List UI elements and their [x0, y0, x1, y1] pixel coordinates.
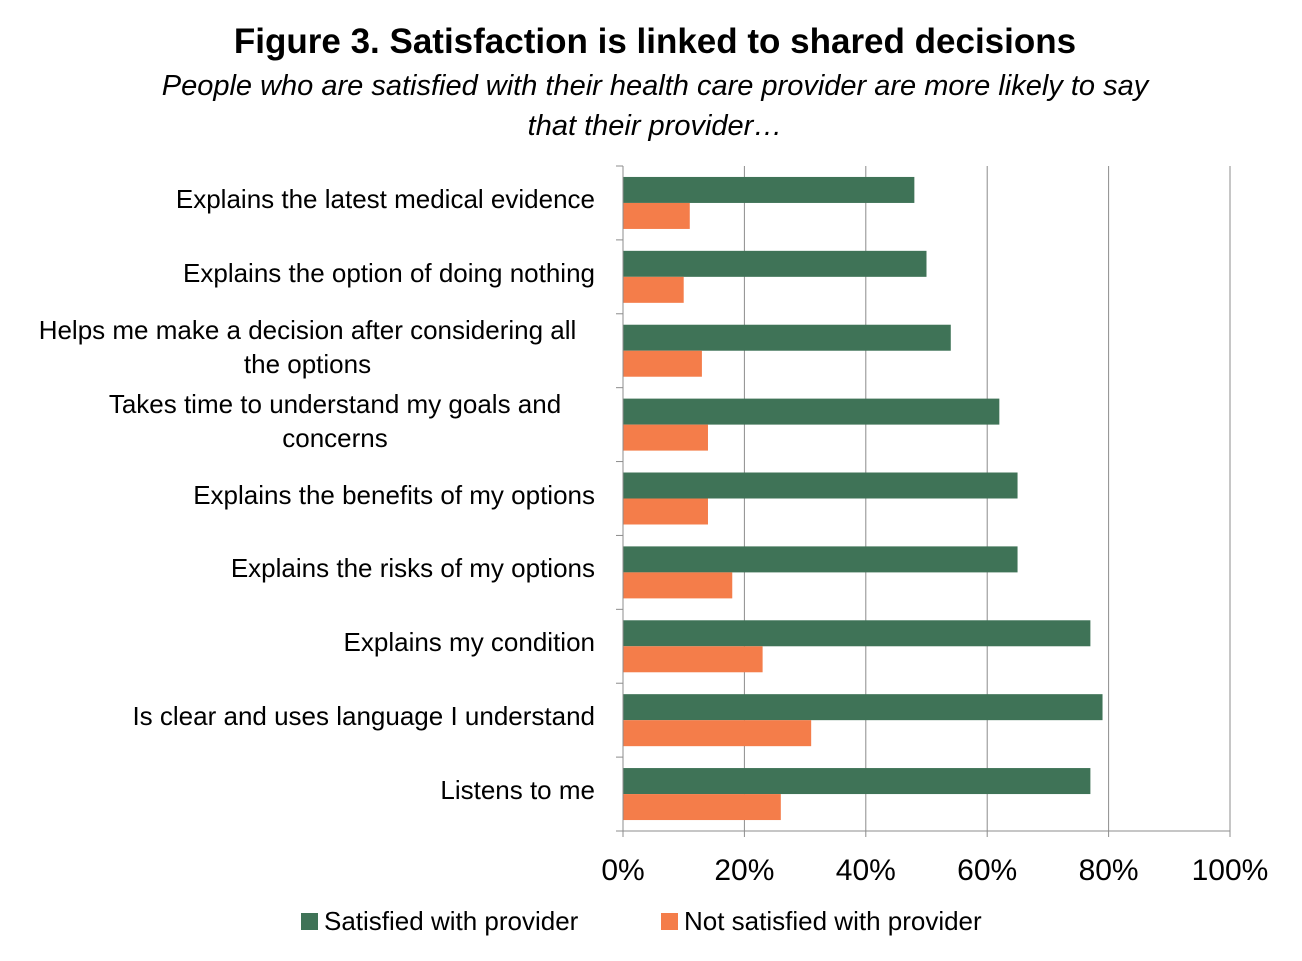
bar-not-satisfied: [623, 720, 812, 747]
bar-not-satisfied: [623, 276, 684, 303]
chart-title: Figure 3. Satisfaction is linked to shar…: [233, 22, 1077, 61]
bar-satisfied: [623, 250, 927, 277]
bar-satisfied: [623, 620, 1091, 647]
bar-not-satisfied: [623, 646, 763, 673]
category-label: Explains the risks of my options: [230, 553, 595, 584]
bar-satisfied: [623, 398, 1000, 425]
category-label: Is clear and uses language I understand: [132, 701, 595, 732]
x-tick-label: 80%: [1079, 854, 1139, 887]
bar-satisfied: [623, 768, 1091, 795]
legend-item-satisfied: Satisfied with provider: [301, 906, 578, 937]
x-tick-label: 60%: [957, 854, 1017, 887]
bar-not-satisfied: [623, 572, 733, 599]
bar-not-satisfied: [623, 794, 781, 821]
legend: Satisfied with provider Not satisfied wi…: [0, 906, 1302, 942]
x-tick-label: 0%: [601, 854, 644, 887]
x-tick-label: 40%: [836, 854, 896, 887]
bar-not-satisfied: [623, 498, 708, 525]
bar-not-satisfied: [623, 350, 702, 377]
category-label: Listens to me: [440, 775, 595, 806]
category-label: Takes time to understand my goals and co…: [108, 388, 562, 453]
bar-satisfied: [623, 546, 1018, 573]
bar-not-satisfied: [623, 424, 708, 451]
legend-item-not-satisfied: Not satisfied with provider: [661, 906, 982, 937]
legend-label-not-satisfied: Not satisfied with provider: [684, 906, 982, 936]
category-label: Explains the option of doing nothing: [183, 257, 595, 288]
bar-satisfied: [623, 694, 1103, 721]
category-label: Explains my condition: [343, 627, 595, 658]
legend-label-satisfied: Satisfied with provider: [324, 906, 579, 936]
axes: [616, 165, 1231, 837]
legend-swatch-satisfied: [301, 913, 318, 930]
x-tick-label: 100%: [1192, 854, 1269, 887]
bars: [623, 176, 1103, 821]
category-label: Explains the latest medical evidence: [175, 183, 595, 214]
legend-swatch-not-satisfied: [661, 913, 678, 930]
chart-subtitle: People who are satisfied with their heal…: [161, 70, 1149, 142]
bar-satisfied: [623, 324, 951, 351]
x-tick-label: 20%: [714, 854, 774, 887]
bar-not-satisfied: [623, 202, 690, 229]
bar-satisfied: [623, 472, 1018, 499]
category-label: Helps me make a decision after consideri…: [38, 314, 577, 379]
category-label: Explains the benefits of my options: [193, 479, 595, 510]
bar-satisfied: [623, 176, 915, 203]
tick-labels: 0% 20% 40% 60% 80% 100%: [601, 854, 1268, 887]
